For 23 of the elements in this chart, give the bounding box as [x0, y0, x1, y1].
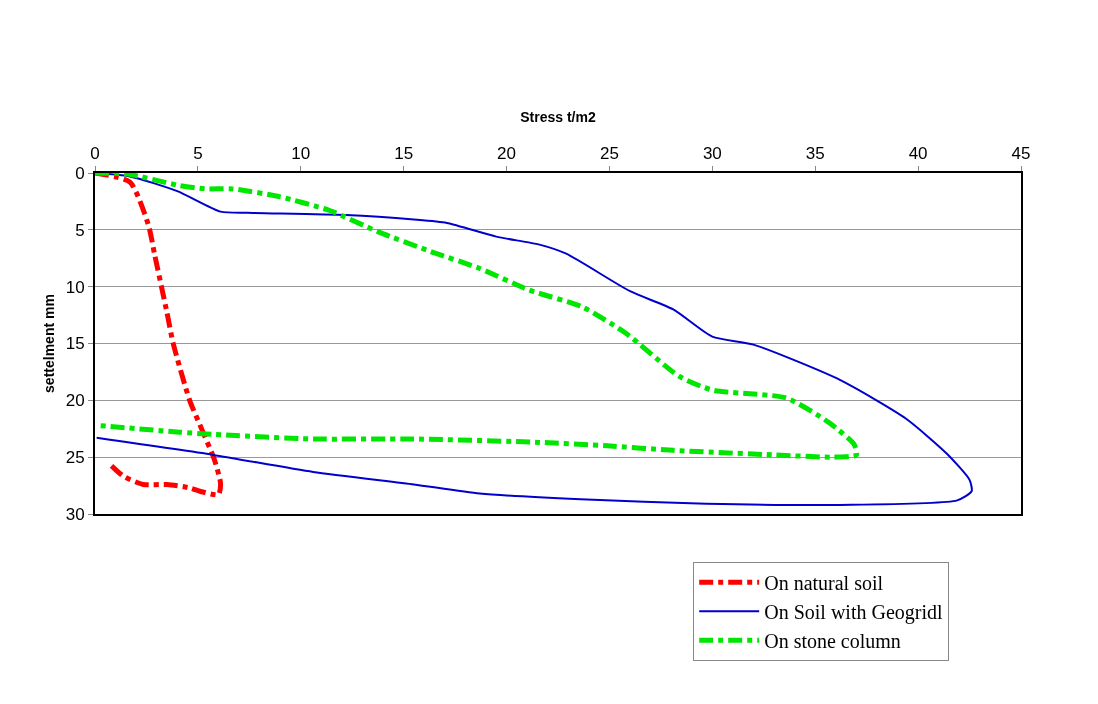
y-tick-label: 25 [65, 448, 85, 468]
x-axis-title: Stress t/m2 [520, 109, 596, 126]
x-tick-label: 45 [1011, 144, 1031, 164]
x-tick-label: 15 [394, 144, 414, 164]
x-tick-label: 5 [193, 144, 203, 164]
legend-label: On Soil with Geogridl [764, 601, 943, 625]
x-tick-label: 20 [497, 144, 517, 164]
legend-label: On natural soil [764, 572, 884, 595]
y-axis-title: settelment mm [40, 294, 57, 393]
y-tick-label: 20 [65, 391, 85, 411]
x-tick-label: 40 [908, 144, 928, 164]
x-tick-label: 25 [599, 144, 619, 164]
legend-label: On stone column [764, 630, 901, 653]
x-tick-label: 30 [702, 144, 722, 164]
y-tick-label: 15 [65, 334, 85, 354]
x-tick-label: 0 [90, 144, 100, 164]
y-tick-label: 0 [75, 163, 85, 183]
y-tick-label: 10 [65, 277, 85, 297]
y-tick-label: 5 [75, 220, 85, 240]
x-tick-label: 35 [805, 144, 825, 164]
x-tick-label: 10 [291, 144, 311, 164]
y-tick-label: 30 [65, 504, 85, 524]
line-series [95, 173, 973, 506]
